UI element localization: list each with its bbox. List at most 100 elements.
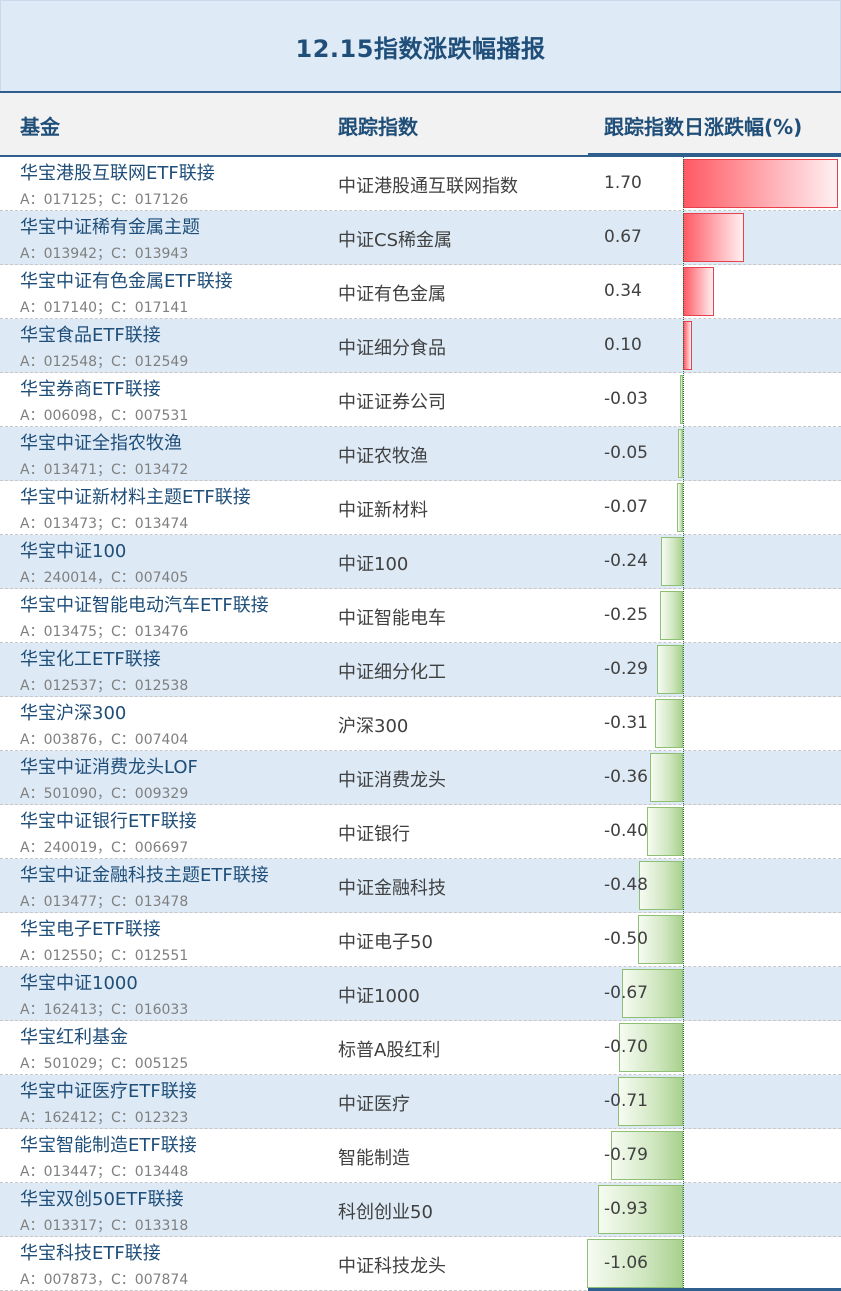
tracked-index: 中证CS稀金属 xyxy=(338,230,452,251)
fund-name[interactable]: 华宝券商ETF联接 xyxy=(20,379,161,400)
fund-name[interactable]: 华宝科技ETF联接 xyxy=(20,1243,161,1264)
change-bar xyxy=(660,591,683,640)
change-bar-cell xyxy=(586,1237,841,1290)
header-divider xyxy=(0,155,588,157)
tracked-index: 中证医疗 xyxy=(338,1094,410,1115)
change-bar-cell xyxy=(588,373,841,426)
table-row: 华宝中证1000 A：162413；C：016033 中证1000 -0.67 xyxy=(0,967,841,1021)
table-row: 华宝中证智能电动汽车ETF联接 A：013475；C：013476 中证智能电车… xyxy=(0,589,841,643)
change-value: -0.05 xyxy=(604,443,648,463)
zero-axis-line xyxy=(683,157,684,1288)
change-bar xyxy=(650,753,683,802)
fund-name[interactable]: 华宝中证医疗ETF联接 xyxy=(20,1081,197,1102)
table-row: 华宝中证100 A：240014，C：007405 中证100 -0.24 xyxy=(0,535,841,589)
fund-name[interactable]: 华宝中证银行ETF联接 xyxy=(20,811,197,832)
fund-name[interactable]: 华宝食品ETF联接 xyxy=(20,325,161,346)
change-bar-cell xyxy=(588,967,841,1020)
header-index: 跟踪指数 xyxy=(338,115,418,139)
bottom-divider xyxy=(588,1288,841,1291)
change-value: -0.50 xyxy=(604,929,648,949)
fund-name[interactable]: 华宝红利基金 xyxy=(20,1027,128,1048)
fund-name[interactable]: 华宝中证新材料主题ETF联接 xyxy=(20,487,251,508)
change-bar-cell xyxy=(588,643,841,696)
change-bar xyxy=(646,807,683,856)
fund-codes: A：240014，C：007405 xyxy=(20,570,189,586)
change-bar xyxy=(683,159,838,208)
change-bar xyxy=(661,537,683,586)
table-row: 华宝中证消费龙头LOF A：501090，C：009329 中证消费龙头 -0.… xyxy=(0,751,841,805)
table-row: 华宝红利基金 A：501029；C：005125 标普A股红利 -0.70 xyxy=(0,1021,841,1075)
change-bar xyxy=(622,969,683,1018)
table-row: 华宝中证稀有金属主题 A：013942；C：013943 中证CS稀金属 0.6… xyxy=(0,211,841,265)
header-fund: 基金 xyxy=(20,115,60,139)
table-row: 华宝电子ETF联接 A：012550；C：012551 中证电子50 -0.50 xyxy=(0,913,841,967)
change-bar-cell xyxy=(588,1075,841,1128)
change-bar-cell xyxy=(588,805,841,858)
change-value: -0.29 xyxy=(604,659,648,679)
tracked-index: 沪深300 xyxy=(338,716,409,737)
tracked-index: 中证金融科技 xyxy=(338,878,446,899)
fund-name[interactable]: 华宝电子ETF联接 xyxy=(20,919,161,940)
tracked-index: 标普A股红利 xyxy=(338,1040,441,1061)
change-bar xyxy=(619,1023,683,1072)
table-row: 华宝港股互联网ETF联接 A：017125；C：017126 中证港股通互联网指… xyxy=(0,157,841,211)
fund-name[interactable]: 华宝中证消费龙头LOF xyxy=(20,757,198,778)
change-bar-cell xyxy=(588,589,841,642)
change-bar xyxy=(637,915,683,964)
tracked-index: 中证农牧渔 xyxy=(338,446,428,467)
header-change: 跟踪指数日涨跌幅(%) xyxy=(604,115,803,139)
tracked-index: 中证细分化工 xyxy=(338,662,446,683)
change-bar-cell xyxy=(588,751,841,804)
change-bar xyxy=(683,267,714,316)
fund-codes: A：013477；C：013478 xyxy=(20,894,189,910)
table-row: 华宝中证全指农牧渔 A：013471；C：013472 中证农牧渔 -0.05 xyxy=(0,427,841,481)
fund-codes: A：007873，C：007874 xyxy=(20,1272,189,1288)
change-bar-cell xyxy=(588,211,841,264)
fund-codes: A：017125；C：017126 xyxy=(20,192,189,208)
change-value: -0.71 xyxy=(604,1091,648,1111)
tracked-index: 中证港股通互联网指数 xyxy=(338,176,518,197)
fund-name[interactable]: 华宝中证智能电动汽车ETF联接 xyxy=(20,595,269,616)
change-value: -0.93 xyxy=(604,1199,648,1219)
change-value: 0.67 xyxy=(604,227,642,247)
change-bar xyxy=(683,321,693,370)
change-bar xyxy=(639,861,683,910)
fund-name[interactable]: 华宝中证1000 xyxy=(20,973,138,994)
change-value: -0.40 xyxy=(604,821,648,841)
fund-name[interactable]: 华宝中证100 xyxy=(20,541,127,562)
table-row: 华宝中证新材料主题ETF联接 A：013473；C：013474 中证新材料 -… xyxy=(0,481,841,535)
change-bar xyxy=(598,1185,683,1234)
change-bar xyxy=(678,429,683,478)
fund-codes: A：006098，C：007531 xyxy=(20,408,189,424)
fund-name[interactable]: 华宝沪深300 xyxy=(20,703,127,724)
table-header: 基金 跟踪指数 跟踪指数日涨跌幅(%) xyxy=(0,93,841,155)
fund-name[interactable]: 华宝中证稀有金属主题 xyxy=(20,217,200,238)
tracked-index: 中证100 xyxy=(338,554,409,575)
fund-codes: A：013942；C：013943 xyxy=(20,246,189,262)
fund-codes: A：501029；C：005125 xyxy=(20,1056,189,1072)
change-bar-cell xyxy=(588,481,841,534)
fund-codes: A：017140；C：017141 xyxy=(20,300,189,316)
fund-name[interactable]: 华宝中证金融科技主题ETF联接 xyxy=(20,865,269,886)
fund-codes: A：162412；C：012323 xyxy=(20,1110,189,1126)
fund-name[interactable]: 华宝化工ETF联接 xyxy=(20,649,161,670)
fund-name[interactable]: 华宝中证有色金属ETF联接 xyxy=(20,271,233,292)
table-row: 华宝化工ETF联接 A：012537；C：012538 中证细分化工 -0.29 xyxy=(0,643,841,697)
change-value: 1.70 xyxy=(604,173,642,193)
table-row: 华宝沪深300 A：003876，C：007404 沪深300 -0.31 xyxy=(0,697,841,751)
tracked-index: 中证银行 xyxy=(338,824,410,845)
change-bar xyxy=(654,699,683,748)
fund-name[interactable]: 华宝智能制造ETF联接 xyxy=(20,1135,197,1156)
fund-codes: A：240019，C：006697 xyxy=(20,840,189,856)
change-value: -0.48 xyxy=(604,875,648,895)
fund-codes: A：003876，C：007404 xyxy=(20,732,189,748)
change-bar xyxy=(680,375,683,424)
fund-name[interactable]: 华宝中证全指农牧渔 xyxy=(20,433,182,454)
table-row: 华宝中证金融科技主题ETF联接 A：013477；C：013478 中证金融科技… xyxy=(0,859,841,913)
change-bar-cell xyxy=(588,535,841,588)
fund-name[interactable]: 华宝港股互联网ETF联接 xyxy=(20,163,215,184)
fund-name[interactable]: 华宝双创50ETF联接 xyxy=(20,1189,184,1210)
change-bar-cell xyxy=(588,1183,841,1236)
change-bar-cell xyxy=(588,1129,841,1182)
tracked-index: 中证证券公司 xyxy=(338,392,446,413)
